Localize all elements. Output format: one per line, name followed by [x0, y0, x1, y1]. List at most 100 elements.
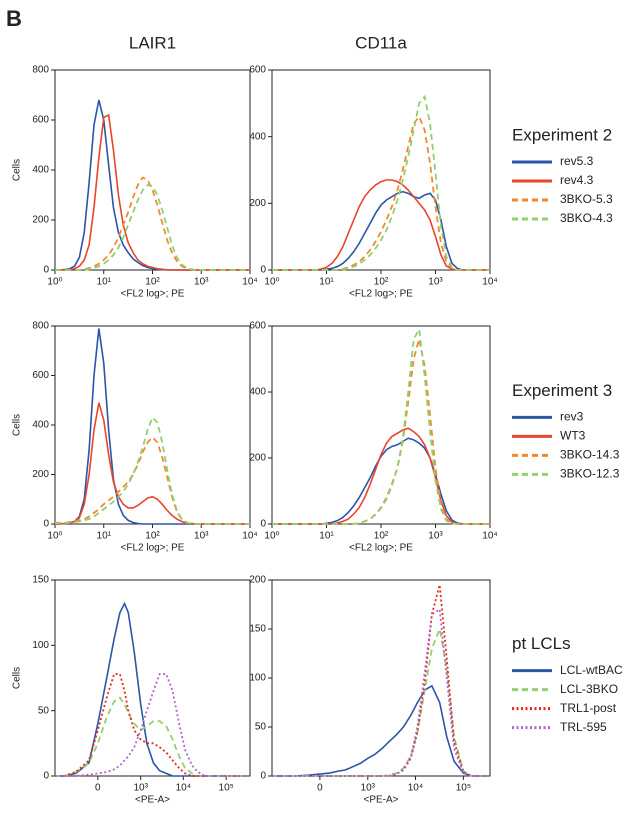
legend-title: pt LCLs	[512, 634, 571, 653]
y-tick-label: 50	[255, 722, 267, 733]
y-tick-label: 0	[260, 519, 266, 530]
x-axis-label: <FL2 log>; PE	[349, 543, 413, 554]
y-tick-label: 0	[43, 519, 49, 530]
histogram-line	[55, 696, 244, 777]
histogram-line	[55, 601, 244, 777]
y-tick-label: 100	[249, 673, 266, 684]
histogram-line	[272, 179, 490, 271]
histogram-line	[272, 607, 483, 777]
legend-label: 3BKO-5.3	[560, 192, 613, 206]
histogram-line	[272, 625, 483, 777]
x-tick-label: 10¹	[97, 531, 112, 542]
x-tick-label: 10³	[194, 277, 209, 288]
y-tick-label: 600	[249, 321, 266, 332]
x-axis-label: <FL2 log>; PE	[121, 543, 185, 554]
x-tick-label: 10²	[374, 531, 389, 542]
legend-label: rev4.3	[560, 173, 594, 187]
plot-frame	[54, 69, 251, 271]
legend-label: LCL-3BKO	[560, 682, 618, 696]
y-axis-label: Cells	[12, 667, 23, 689]
histogram-line	[55, 436, 250, 525]
chart-title: LAIR1	[129, 33, 176, 52]
legend-title: Experiment 2	[512, 125, 612, 144]
y-tick-label: 800	[32, 321, 49, 332]
plot-frame	[54, 579, 251, 777]
histogram-line	[55, 673, 244, 777]
y-tick-label: 600	[32, 115, 49, 126]
y-tick-label: 200	[249, 453, 266, 464]
y-axis-label: Cells	[12, 414, 23, 436]
x-tick-label: 10³	[428, 531, 443, 542]
y-axis-label: Cells	[12, 159, 23, 181]
y-tick-label: 200	[32, 215, 49, 226]
legend-label: 3BKO-4.3	[560, 211, 613, 225]
legend-label: WT3	[560, 429, 586, 443]
plot-frame	[271, 579, 491, 777]
y-tick-label: 600	[32, 370, 49, 381]
y-tick-label: 200	[249, 198, 266, 209]
x-tick-label: 10¹	[319, 531, 334, 542]
x-tick-label: 10²	[145, 531, 160, 542]
x-axis-label: <FL2 log>; PE	[349, 289, 413, 300]
legend-label: 3BKO-12.3	[560, 467, 620, 481]
y-tick-label: 0	[260, 771, 266, 782]
chart-title: CD11a	[355, 33, 407, 52]
y-tick-label: 400	[249, 387, 266, 398]
x-tick-label: 10⁰	[47, 277, 62, 288]
y-tick-label: 0	[43, 265, 49, 276]
y-tick-label: 50	[38, 705, 50, 716]
x-tick-label: 10⁴	[176, 783, 191, 794]
histogram-line	[55, 183, 250, 271]
y-tick-label: 150	[32, 575, 49, 586]
x-tick-label: 10⁴	[242, 277, 257, 288]
y-tick-label: 0	[260, 265, 266, 276]
x-tick-label: 10⁵	[219, 783, 234, 794]
histogram-line	[55, 328, 250, 525]
y-tick-label: 400	[249, 131, 266, 142]
histogram-line	[272, 114, 490, 271]
histogram-line	[55, 415, 250, 525]
legend-label: rev5.3	[560, 154, 594, 168]
histogram-line	[55, 176, 250, 271]
legend-label: LCL-wtBAC	[560, 663, 623, 677]
legend-label: rev3	[560, 410, 584, 424]
legend-title: Experiment 3	[512, 381, 612, 400]
x-axis-label: <PE-A>	[363, 795, 398, 806]
legend-label: TRL1-post	[560, 701, 617, 715]
x-tick-label: 10⁴	[242, 531, 257, 542]
panel-label: B	[6, 6, 22, 31]
y-tick-label: 400	[32, 165, 49, 176]
x-tick-label: 10⁴	[408, 783, 423, 794]
x-tick-label: 10⁰	[47, 531, 62, 542]
histogram-line	[272, 338, 490, 525]
plot-frame	[271, 325, 491, 525]
x-tick-label: 10²	[374, 277, 389, 288]
histogram-line	[55, 99, 250, 271]
x-axis-label: <FL2 log>; PE	[121, 289, 185, 300]
y-tick-label: 0	[43, 771, 49, 782]
x-tick-label: 10⁵	[456, 783, 471, 794]
histogram-line	[272, 326, 490, 525]
histogram-line	[55, 113, 250, 271]
y-tick-label: 800	[32, 65, 49, 76]
x-axis-label: <PE-A>	[135, 795, 170, 806]
histogram-line	[272, 684, 483, 777]
y-tick-label: 200	[249, 575, 266, 586]
histogram-line	[272, 94, 490, 271]
y-tick-label: 100	[32, 640, 49, 651]
legend-label: TRL-595	[560, 720, 607, 734]
x-tick-label: 10²	[145, 277, 160, 288]
histogram-line	[272, 584, 483, 777]
y-tick-label: 400	[32, 420, 49, 431]
x-tick-label: 10⁴	[482, 531, 497, 542]
histogram-line	[272, 437, 490, 525]
y-tick-label: 600	[249, 65, 266, 76]
x-tick-label: 10³	[361, 783, 376, 794]
x-tick-label: 10¹	[97, 277, 112, 288]
x-tick-label: 10⁰	[264, 531, 279, 542]
x-tick-label: 10³	[133, 783, 148, 794]
y-tick-label: 150	[249, 624, 266, 635]
histogram-line	[55, 402, 250, 525]
